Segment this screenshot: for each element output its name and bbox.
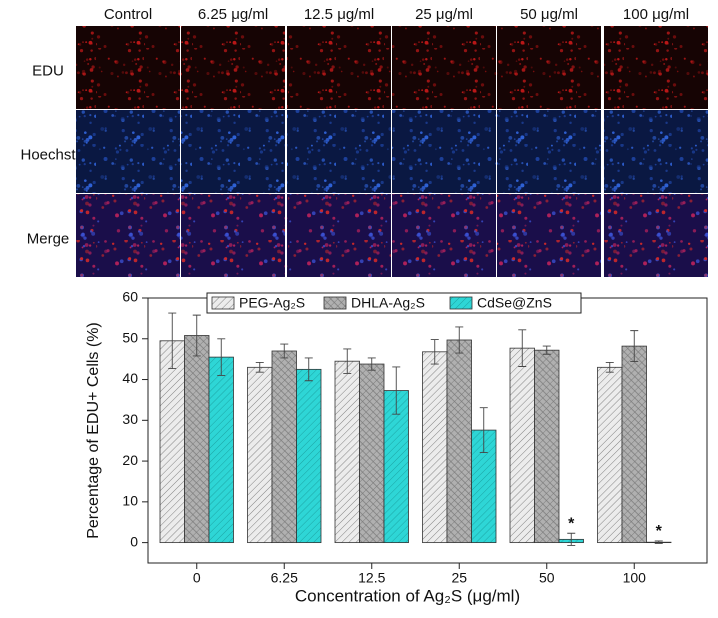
- legend-label: PEG-Ag₂S: [239, 295, 305, 311]
- y-tick-label: 40: [122, 370, 138, 386]
- bar: [248, 367, 273, 542]
- x-tick-label: 25: [451, 570, 467, 586]
- bar: [160, 341, 185, 543]
- micrograph: [604, 26, 708, 109]
- bar: [185, 336, 210, 543]
- legend-swatch: [324, 297, 346, 309]
- bar: [335, 361, 360, 542]
- column-label: Control: [104, 6, 152, 23]
- column-label: 6.25 μg/ml: [198, 6, 268, 23]
- row-label: EDU: [32, 62, 64, 79]
- y-tick-label: 0: [130, 533, 138, 549]
- bar: [423, 352, 448, 543]
- y-tick-label: 30: [122, 411, 138, 427]
- x-tick-label: 50: [539, 570, 555, 586]
- bar: [535, 350, 560, 542]
- micrograph: [76, 194, 180, 277]
- legend-label: CdSe@ZnS: [477, 295, 552, 311]
- x-tick-label: 12.5: [358, 570, 385, 586]
- bar: [598, 367, 623, 542]
- micrograph: [497, 110, 601, 193]
- micrograph: [287, 26, 391, 109]
- annotation: *: [568, 515, 575, 532]
- bar: [510, 348, 535, 542]
- micrograph: [604, 194, 708, 277]
- x-tick-label: 100: [623, 570, 647, 586]
- column-label: 50 μg/ml: [520, 6, 578, 23]
- bar: [360, 364, 385, 543]
- column-label: 25 μg/ml: [415, 6, 473, 23]
- bar: [209, 357, 234, 542]
- column-label: 100 μg/ml: [623, 6, 689, 23]
- x-tick-label: 0: [193, 570, 201, 586]
- y-tick-label: 60: [122, 289, 138, 305]
- micrograph: [181, 26, 285, 109]
- micrograph: [76, 110, 180, 193]
- legend: PEG-Ag₂S DHLA-Ag₂S CdSe@ZnS: [207, 293, 581, 313]
- legend-swatch: [450, 297, 472, 309]
- micrograph: [287, 110, 391, 193]
- annotation: *: [656, 523, 663, 540]
- micrograph: [604, 110, 708, 193]
- micrograph: [392, 110, 496, 193]
- micrograph: [181, 110, 285, 193]
- row-label: Merge: [27, 230, 70, 247]
- micrograph: [76, 26, 180, 109]
- bar: [447, 340, 472, 543]
- legend-label: DHLA-Ag₂S: [351, 295, 425, 311]
- micrograph: [287, 194, 391, 277]
- x-tick-label: 6.25: [271, 570, 298, 586]
- bar: [272, 351, 297, 543]
- micrograph: [497, 194, 601, 277]
- micrograph: [392, 26, 496, 109]
- legend-swatch: [212, 297, 234, 309]
- y-axis-title: Percentage of EDU+ Cells (%): [85, 322, 102, 539]
- micrograph: [392, 194, 496, 277]
- micrograph: [181, 194, 285, 277]
- column-label: 12.5 μg/ml: [304, 6, 374, 23]
- micrograph: [497, 26, 601, 109]
- row-label: Hoechst: [20, 146, 76, 163]
- y-tick-label: 20: [122, 452, 138, 468]
- bar: [622, 346, 647, 543]
- y-tick-label: 50: [122, 329, 138, 345]
- y-tick-label: 10: [122, 493, 138, 509]
- x-axis-title: Concentration of Ag₂S (μg/ml): [295, 586, 520, 605]
- bar: [297, 369, 322, 542]
